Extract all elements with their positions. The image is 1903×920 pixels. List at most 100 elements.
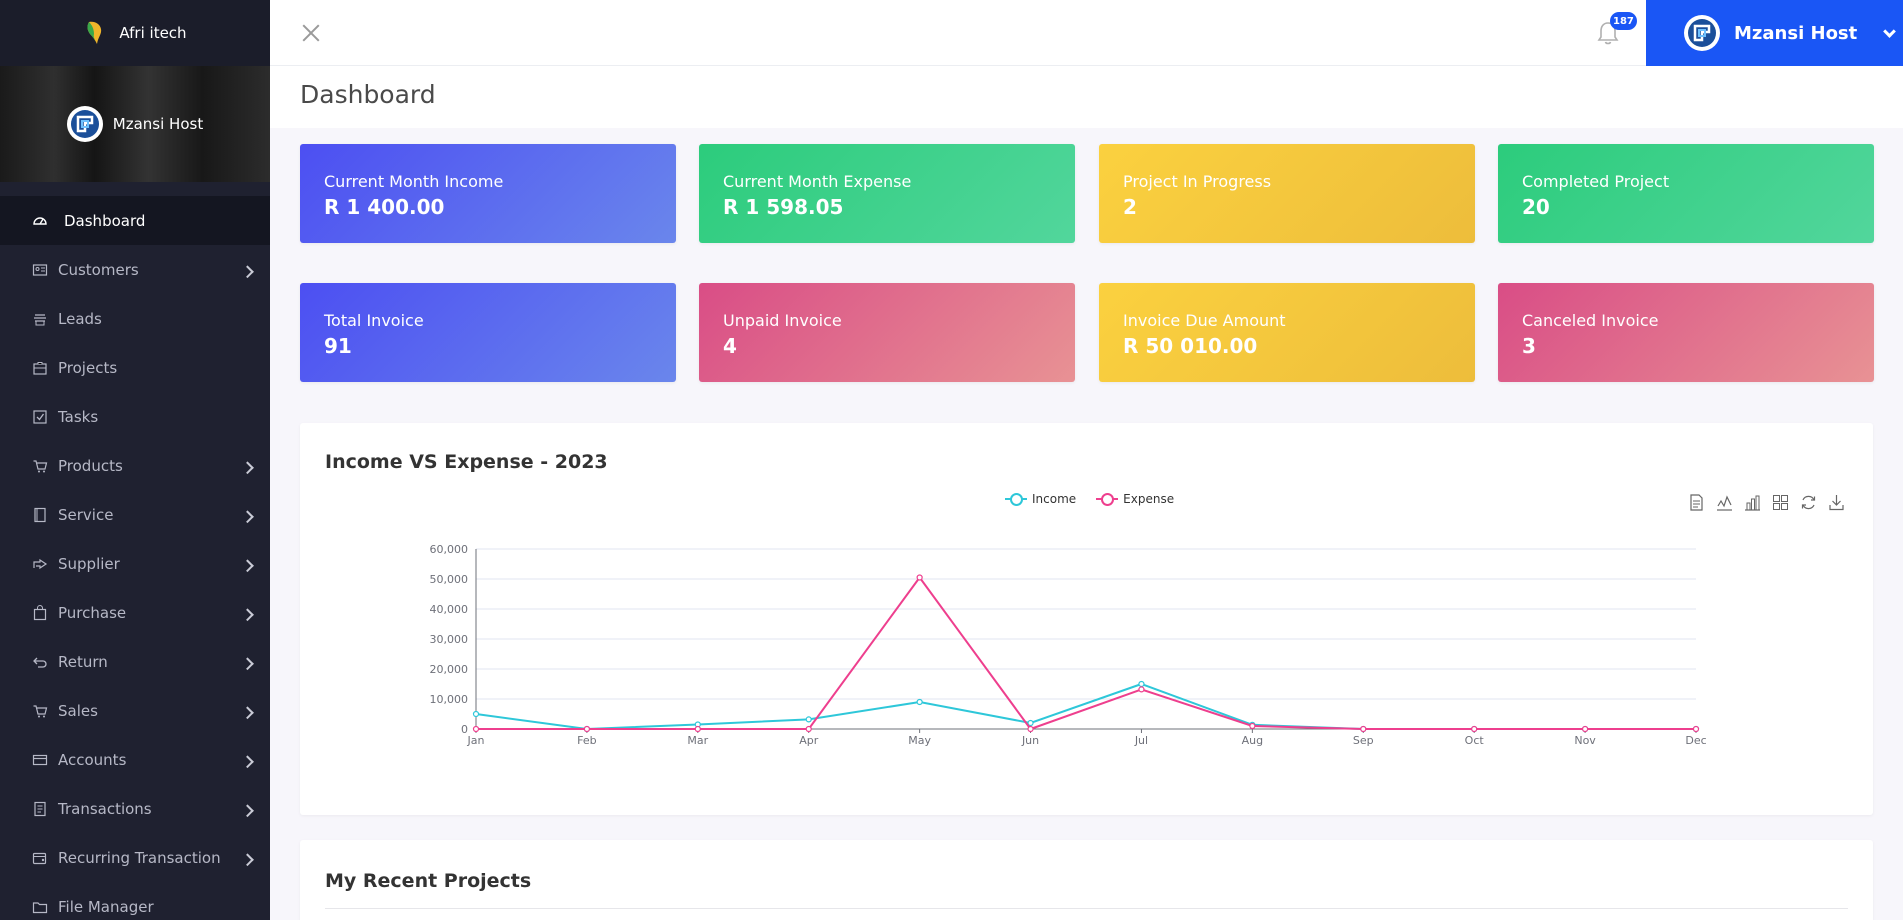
legend-item-expense[interactable]: Expense: [1096, 492, 1174, 506]
x-tick-label: May: [908, 734, 931, 747]
card-project-in-progress[interactable]: Project In Progress 2: [1099, 144, 1475, 243]
sidebar-item-recurring-transaction[interactable]: Recurring Transaction: [0, 833, 270, 882]
sidebar-item-label: Accounts: [58, 750, 127, 769]
page-title: Dashboard: [300, 80, 436, 109]
chevron-right-icon: [241, 803, 254, 817]
data-point-income: [472, 710, 480, 718]
series-line-expense: [476, 575, 1696, 731]
card-label: Project In Progress: [1123, 172, 1272, 191]
recurring-icon: [32, 852, 47, 864]
accounts-icon: [32, 754, 48, 765]
sidebar-item-label: Transactions: [58, 799, 152, 818]
card-current-month-income[interactable]: Current Month Income R 1 400.00: [300, 144, 676, 243]
sidebar-item-supplier[interactable]: Supplier: [0, 539, 270, 588]
y-tick-label: 30,000: [430, 633, 469, 646]
data-view-icon[interactable]: [1688, 494, 1705, 511]
card-label: Current Month Income: [324, 172, 504, 191]
card-value: 20: [1522, 195, 1550, 219]
y-tick-label: 40,000: [430, 603, 469, 616]
sidebar-profile[interactable]: Mzansi Host: [0, 66, 270, 182]
chart-toolbox: [1688, 494, 1845, 511]
card-label: Completed Project: [1522, 172, 1670, 191]
card-value: 91: [324, 334, 352, 358]
sidebar-item-customers[interactable]: Customers: [0, 245, 270, 294]
card-value: R 50 010.00: [1123, 334, 1258, 358]
legend-expense-label: Expense: [1123, 492, 1175, 506]
chevron-right-icon: [241, 460, 254, 474]
data-point-expense: [1471, 725, 1478, 733]
page-header: Dashboard: [270, 66, 1903, 128]
download-icon[interactable]: [1828, 494, 1845, 511]
x-tick-label: Feb: [577, 734, 596, 747]
brand[interactable]: Afri itech: [0, 0, 270, 66]
data-point-income: [1027, 719, 1034, 727]
card-unpaid-invoice[interactable]: Unpaid Invoice 4: [699, 283, 1075, 382]
bar-chart-icon[interactable]: [1744, 494, 1761, 511]
y-tick-label: 20,000: [430, 663, 469, 676]
card-completed-project[interactable]: Completed Project 20: [1498, 144, 1874, 243]
card-current-month-expense[interactable]: Current Month Expense R 1 598.05: [699, 144, 1075, 243]
sidebar-item-sales[interactable]: Sales: [0, 686, 270, 735]
card-canceled-invoice[interactable]: Canceled Invoice 3: [1498, 283, 1874, 382]
data-point-income: [805, 716, 812, 723]
data-point-expense: [1692, 725, 1700, 733]
sidebar-item-products[interactable]: Products: [0, 441, 270, 490]
user-menu-button[interactable]: Mzansi Host: [1646, 0, 1903, 66]
sidebar-item-label: Tasks: [58, 407, 99, 426]
divider: [325, 908, 1848, 909]
data-point-expense: [694, 725, 701, 733]
sidebar-item-label: Dashboard: [64, 211, 146, 230]
card-invoice-due-amount[interactable]: Invoice Due Amount R 50 010.00: [1099, 283, 1475, 382]
profile-name: Mzansi Host: [112, 115, 204, 133]
profile-logo-icon: [70, 110, 99, 138]
sales-icon: [33, 704, 48, 717]
card-total-invoice[interactable]: Total Invoice 91: [300, 283, 676, 382]
user-avatar: [1684, 15, 1720, 51]
card-value: 3: [1522, 334, 1536, 358]
projects-icon: [33, 361, 47, 375]
sidebar-item-dashboard[interactable]: Dashboard: [0, 196, 270, 245]
card-value: 4: [723, 334, 737, 358]
restore-icon[interactable]: [1800, 494, 1817, 511]
recent-projects-panel: My Recent Projects: [300, 840, 1873, 920]
legend-item-income[interactable]: Income: [1005, 492, 1076, 506]
data-point-expense: [1138, 686, 1145, 693]
y-tick-label: 50,000: [430, 573, 469, 586]
data-point-expense: [1581, 725, 1589, 733]
sidebar-item-file-manager[interactable]: File Manager: [0, 882, 270, 920]
sidebar-nav: Dashboard Customers Leads Projects Tasks Prod…: [0, 196, 270, 920]
data-point-expense: [805, 725, 812, 733]
legend-expense-symbol: [1096, 493, 1119, 506]
series-line-income: [475, 682, 1696, 731]
sidebar-item-leads[interactable]: Leads: [0, 294, 270, 343]
x-tick-label: Dec: [1685, 734, 1706, 747]
data-point-expense: [472, 725, 480, 733]
chevron-right-icon: [241, 705, 254, 719]
sidebar-item-purchase[interactable]: Purchase: [0, 588, 270, 637]
chevron-down-icon: [1883, 24, 1897, 38]
supplier-icon: [33, 558, 48, 569]
sidebar-item-transactions[interactable]: Transactions: [0, 784, 270, 833]
y-tick-label: 10,000: [430, 693, 469, 706]
sidebar-item-label: Projects: [58, 358, 118, 377]
data-point-expense: [916, 574, 923, 581]
sidebar-item-projects[interactable]: Projects: [0, 343, 270, 392]
close-sidebar-button[interactable]: [300, 22, 322, 44]
card-value: R 1 598.05: [723, 195, 844, 219]
sidebar-item-return[interactable]: Return: [0, 637, 270, 686]
chart-title: Income VS Expense - 2023: [325, 451, 608, 473]
sidebar-item-label: Purchase: [58, 603, 127, 622]
stack-icon[interactable]: [1772, 494, 1789, 511]
chevron-right-icon: [241, 558, 254, 572]
x-tick-label: Nov: [1574, 734, 1596, 747]
sidebar-item-service[interactable]: Service: [0, 490, 270, 539]
legend-income-symbol: [1005, 493, 1027, 506]
y-tick-label: 0: [461, 723, 468, 736]
sidebar-item-tasks[interactable]: Tasks: [0, 392, 270, 441]
sidebar-item-label: Customers: [58, 260, 139, 279]
sidebar-item-accounts[interactable]: Accounts: [0, 735, 270, 784]
sidebar-item-label: Service: [58, 505, 114, 524]
avatar: [66, 106, 103, 142]
sidebar-item-label: Return: [58, 652, 108, 671]
line-chart-icon[interactable]: [1716, 494, 1733, 511]
